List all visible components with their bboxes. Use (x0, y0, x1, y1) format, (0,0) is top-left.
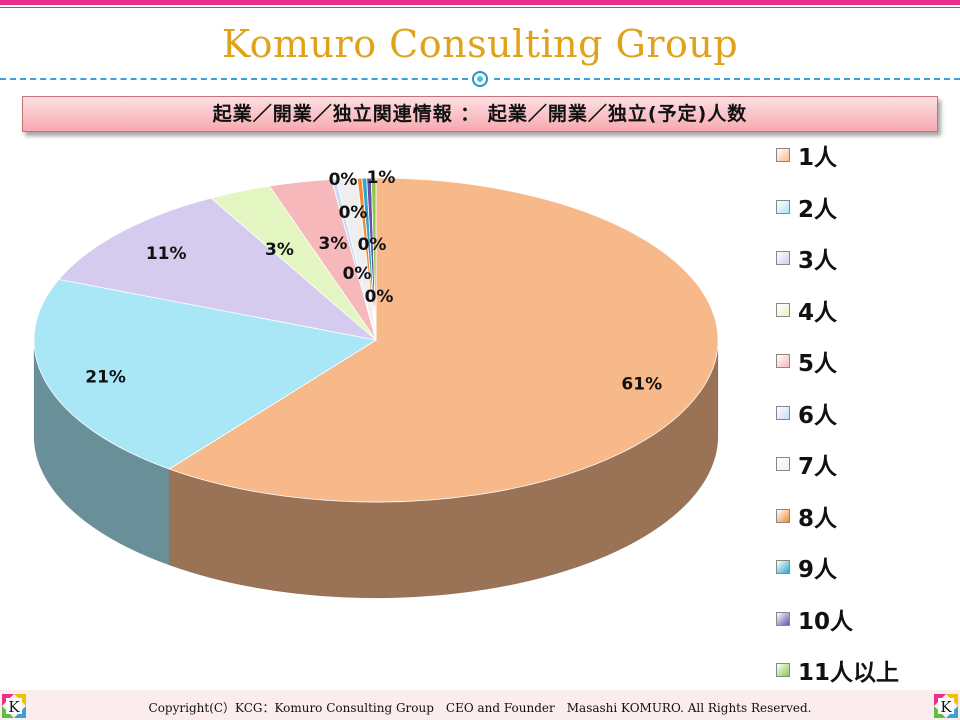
legend-label: 7人 (798, 454, 838, 480)
legend-label: 9人 (798, 557, 838, 583)
footer-bar (0, 690, 960, 720)
legend-swatch (776, 199, 790, 214)
pie-tops (33, 177, 719, 503)
legend-item: 3人 (776, 243, 838, 274)
k-logo-icon: K (2, 694, 26, 718)
pie-labels: 61% 21% 11% 3% 3% 0% 1% 0% 0% 0% 0% (85, 168, 662, 394)
legend-label: 11人以上 (798, 660, 900, 686)
pie-label-5: 3% (319, 234, 348, 254)
legend-label: 10人 (798, 608, 854, 635)
pie-label-7: 1% (367, 168, 396, 188)
section-banner: 起業／開業／独立関連情報 ： 起業／開業／独立(予定)人数 (22, 96, 938, 132)
divider-ornament-icon (472, 71, 488, 87)
legend-swatch (776, 405, 790, 420)
pie-label-6: 0% (329, 170, 358, 190)
legend-swatch (776, 457, 790, 471)
brand-title: Komuro Consulting Group (221, 22, 739, 66)
k-logo-letter: K (940, 698, 952, 716)
pie-label-2: 21% (85, 367, 126, 387)
pie-slice-3 (58, 197, 378, 341)
pie-chart: 61% 21% 11% 3% 3% 0% 1% 0% 0% 0% 0% (33, 168, 719, 599)
legend-item: 11人以上 (776, 655, 900, 686)
divider-left (0, 78, 468, 80)
legend-label: 6人 (798, 402, 838, 429)
legend-swatch (776, 611, 790, 626)
legend-item: 2人 (776, 192, 838, 223)
pie-label-4: 3% (265, 240, 294, 260)
legend-item: 9人 (776, 552, 838, 583)
legend-item: 1人 (776, 140, 838, 171)
pie-slice-1 (168, 177, 719, 503)
pie-label-10: 0% (343, 264, 372, 284)
legend-swatch (776, 508, 790, 523)
pie-slice-11 (370, 177, 377, 341)
legend-label: 1人 (798, 145, 838, 171)
pie-label-1: 61% (621, 374, 662, 394)
k-logo-letter: K (8, 698, 20, 716)
divider-right (494, 78, 960, 80)
legend-item: 6人 (776, 398, 838, 429)
top-accent-bar (0, 0, 960, 5)
legend-swatch (776, 663, 790, 677)
legend-label: 5人 (798, 351, 838, 377)
k-logo-icon: K (934, 694, 958, 718)
pie-label-3: 11% (146, 244, 187, 264)
legend-label: 4人 (798, 299, 838, 326)
legend-item: 5人 (776, 346, 838, 377)
legend-item: 4人 (776, 295, 838, 326)
legend-label: 3人 (798, 248, 838, 274)
legend-swatch (776, 251, 790, 265)
pie-slice-2 (33, 278, 378, 470)
pie-label-9: 0% (358, 235, 387, 255)
copyright-text: Copyright(C）KCG：Komuro Consulting Group … (148, 701, 812, 715)
legend-swatch (776, 302, 790, 317)
top-accent-line (0, 7, 960, 8)
legend-item: 8人 (776, 501, 838, 532)
legend-item: 10人 (776, 604, 854, 635)
legend-swatch (776, 354, 790, 368)
legend-label: 2人 (798, 196, 838, 223)
legend-swatch (776, 560, 790, 574)
legend-item: 7人 (776, 449, 838, 480)
legend-swatch (776, 148, 790, 162)
pie-label-11: 0% (365, 287, 394, 307)
pie-label-8: 0% (339, 203, 368, 223)
legend-label: 8人 (798, 505, 838, 532)
